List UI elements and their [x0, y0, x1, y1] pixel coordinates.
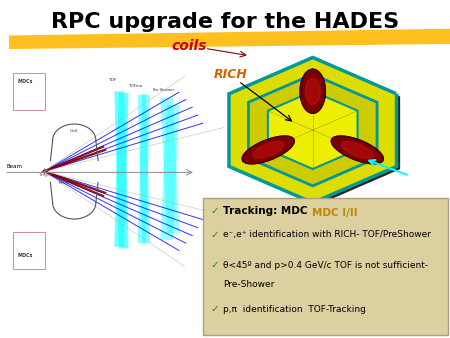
Bar	[13, 73, 45, 110]
Polygon shape	[248, 74, 377, 186]
Text: p,π  identification  TOF-Tracking: p,π identification TOF-Tracking	[223, 305, 365, 314]
Text: ✓: ✓	[210, 206, 219, 216]
Text: RPC upgrade for the HADES: RPC upgrade for the HADES	[51, 12, 399, 32]
Text: Target: Target	[38, 173, 52, 177]
Polygon shape	[160, 104, 180, 240]
Polygon shape	[229, 57, 396, 203]
Polygon shape	[331, 136, 383, 164]
Text: TOFino: TOFino	[128, 84, 142, 88]
Text: MDCs: MDCs	[17, 253, 32, 258]
Text: MDC I/II: MDC I/II	[312, 208, 358, 218]
Polygon shape	[138, 95, 150, 243]
Polygon shape	[114, 91, 129, 248]
Text: RICH: RICH	[58, 181, 69, 185]
Text: Pre-Shower: Pre-Shower	[153, 88, 175, 92]
Text: e⁻,e⁺ identification with RICH- TOF/PreShower: e⁻,e⁺ identification with RICH- TOF/PreS…	[223, 231, 431, 239]
Text: Tracking: MDC: Tracking: MDC	[223, 206, 307, 216]
Polygon shape	[342, 142, 373, 158]
Bar	[13, 232, 45, 269]
Polygon shape	[233, 60, 400, 206]
Polygon shape	[268, 91, 358, 169]
Text: ✓: ✓	[210, 304, 219, 314]
Polygon shape	[305, 78, 320, 104]
Text: RICH: RICH	[214, 68, 248, 81]
FancyBboxPatch shape	[202, 198, 448, 335]
Text: MDCs: MDCs	[17, 79, 32, 84]
Polygon shape	[252, 142, 284, 158]
Text: coils: coils	[171, 39, 207, 53]
Polygon shape	[300, 69, 325, 113]
Text: θ<45º and p>0.4 GeV/c TOF is not sufficient-: θ<45º and p>0.4 GeV/c TOF is not suffici…	[223, 261, 428, 270]
Polygon shape	[138, 95, 150, 243]
Polygon shape	[242, 136, 294, 164]
Text: TOF: TOF	[108, 78, 117, 82]
Text: Beam: Beam	[7, 164, 23, 169]
Polygon shape	[114, 93, 129, 247]
Text: Pre-Shower: Pre-Shower	[223, 281, 274, 289]
Polygon shape	[160, 98, 180, 234]
Text: ✓: ✓	[210, 260, 219, 270]
Polygon shape	[9, 29, 450, 49]
Text: Coil: Coil	[70, 129, 78, 133]
Text: ✓: ✓	[210, 230, 219, 240]
